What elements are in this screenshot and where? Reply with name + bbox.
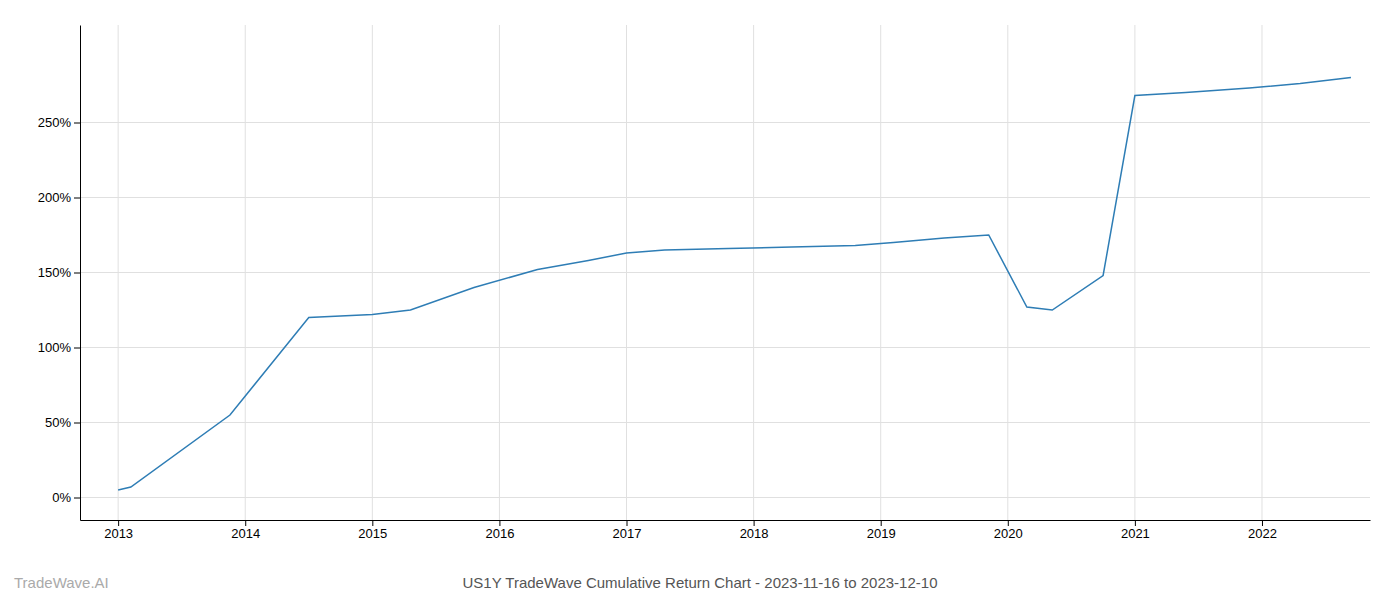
grid-line-y: [80, 497, 1370, 498]
y-tick-label: 200%: [38, 190, 72, 205]
x-tick-mark: [499, 520, 500, 526]
x-tick-mark: [372, 520, 373, 526]
x-tick: 2015: [358, 520, 387, 541]
grid-line-y: [80, 272, 1370, 273]
grid-line-y: [80, 347, 1370, 348]
x-tick-label: 2022: [1248, 526, 1277, 541]
x-tick-mark: [118, 520, 119, 526]
grid-line-x: [499, 25, 500, 520]
x-tick-label: 2015: [358, 526, 387, 541]
grid-line-x: [753, 25, 754, 520]
x-tick-label: 2021: [1121, 526, 1150, 541]
y-tick-label: 50%: [45, 415, 71, 430]
grid-line-y: [80, 422, 1370, 423]
x-tick-mark: [245, 520, 246, 526]
y-axis: 0% 50% 100% 150% 200% 250%: [38, 26, 81, 521]
x-tick: 2014: [231, 520, 260, 541]
x-tick: 2018: [740, 520, 769, 541]
x-tick-label: 2018: [740, 526, 769, 541]
x-tick-mark: [1262, 520, 1263, 526]
x-axis: 2013 2014 2015 2016 2017 2018 2019 2020 2021 2022: [81, 520, 1371, 541]
y-tick-label: 150%: [38, 265, 72, 280]
grid-line-x: [118, 25, 119, 520]
grid-line-x: [372, 25, 373, 520]
watermark: TradeWave.AI: [14, 574, 109, 591]
y-tick: 200%: [38, 190, 80, 205]
x-tick-label: 2017: [613, 526, 642, 541]
x-tick-mark: [1008, 520, 1009, 526]
x-tick-label: 2016: [485, 526, 514, 541]
title: US1Y TradeWave Cumulative Return Chart -…: [463, 574, 938, 591]
grid-line-x: [1261, 25, 1262, 520]
x-tick: 2022: [1248, 520, 1277, 541]
y-axis-line: [80, 26, 81, 521]
y-tick: 50%: [45, 415, 80, 430]
x-tick-label: 2019: [867, 526, 896, 541]
grid: [80, 25, 1370, 520]
grid-line-x: [880, 25, 881, 520]
y-tick-mark: [74, 123, 80, 124]
y-tick-mark: [74, 498, 80, 499]
y-tick-label: 0%: [52, 490, 71, 505]
x-tick: 2020: [994, 520, 1023, 541]
grid-line-y: [80, 122, 1370, 123]
x-tick-label: 2014: [231, 526, 260, 541]
grid-line-x: [626, 25, 627, 520]
x-tick-label: 2020: [994, 526, 1023, 541]
line: [118, 78, 1351, 491]
x-tick: 2016: [485, 520, 514, 541]
y-tick-label: 100%: [38, 340, 72, 355]
y-tick-mark: [74, 198, 80, 199]
y-tick-label: 250%: [38, 115, 72, 130]
grid-line-y: [80, 197, 1370, 198]
x-tick-mark: [1135, 520, 1136, 526]
x-tick-mark: [754, 520, 755, 526]
x-tick: 2017: [613, 520, 642, 541]
chart: 2013 2014 2015 2016 2017 2018 2019 2020 2021 2022…: [0, 0, 1400, 600]
plot: 2013 2014 2015 2016 2017 2018 2019 2020 2021 2022…: [38, 25, 1371, 541]
x-tick: 2021: [1121, 520, 1150, 541]
y-tick: 250%: [38, 115, 80, 130]
x-tick: 2019: [867, 520, 896, 541]
y-tick: 150%: [38, 265, 80, 280]
x-tick-label: 2013: [104, 526, 133, 541]
y-tick-mark: [74, 273, 80, 274]
x-tick-mark: [627, 520, 628, 526]
y-tick: 100%: [38, 340, 80, 355]
x-tick: 2013: [104, 520, 133, 541]
x-axis-line: [81, 520, 1371, 521]
x-tick-mark: [881, 520, 882, 526]
y-tick-mark: [74, 348, 80, 349]
y-tick: 0%: [52, 490, 80, 505]
grid-line-x: [245, 25, 246, 520]
marks: [118, 78, 1351, 491]
y-tick-mark: [74, 423, 80, 424]
